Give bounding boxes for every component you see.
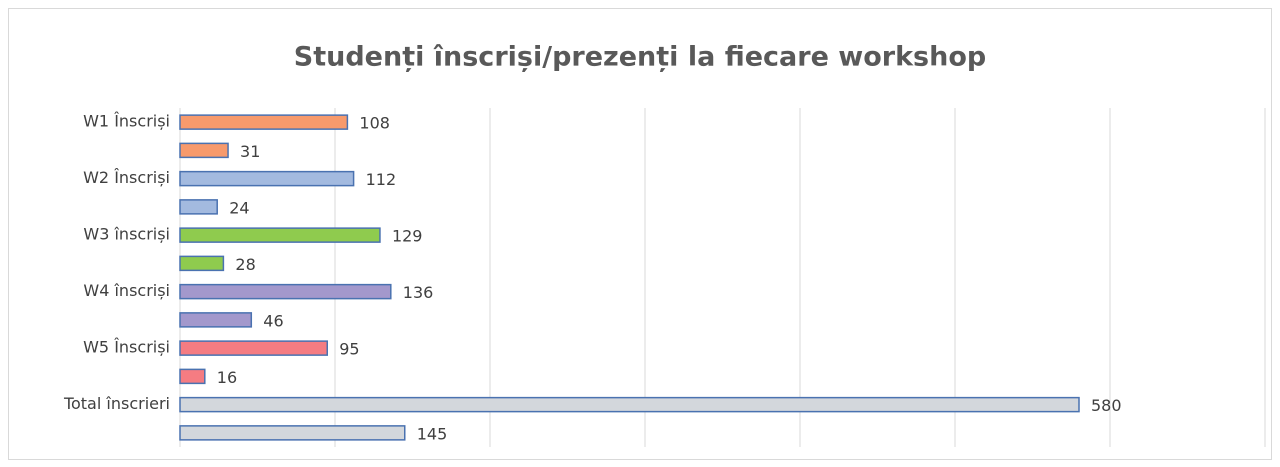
y-tick-label: W2 Înscriși <box>83 168 170 187</box>
data-label: 28 <box>235 255 255 274</box>
bar <box>179 312 253 328</box>
y-tick-label: W3 înscriși <box>83 225 170 244</box>
data-label: 46 <box>263 311 283 330</box>
data-label: 580 <box>1091 396 1122 415</box>
bar <box>179 227 381 243</box>
data-label: 31 <box>240 142 260 161</box>
bar <box>179 142 229 159</box>
y-tick-label: Total înscrieri <box>63 394 170 413</box>
data-label: 24 <box>229 198 249 217</box>
data-label: 136 <box>403 283 434 302</box>
data-label: 112 <box>366 170 397 189</box>
y-tick-label: W5 Înscriși <box>83 338 170 357</box>
bar <box>179 255 225 272</box>
bar <box>179 368 206 385</box>
bar <box>179 114 349 130</box>
data-label: 129 <box>392 227 423 246</box>
data-label: 16 <box>217 368 237 387</box>
bar <box>179 425 406 441</box>
bar <box>179 170 355 187</box>
bar <box>179 340 328 356</box>
chart-title: Studenți înscriși/prezenți la fiecare wo… <box>294 42 986 73</box>
bar <box>179 199 218 215</box>
data-label: 108 <box>359 114 390 133</box>
data-label: 95 <box>339 340 359 359</box>
y-tick-label: W1 Înscriși <box>83 112 170 131</box>
bar <box>179 396 1080 413</box>
bar <box>179 283 392 300</box>
y-tick-label: W4 înscriși <box>83 281 170 300</box>
data-label: 145 <box>417 424 448 443</box>
